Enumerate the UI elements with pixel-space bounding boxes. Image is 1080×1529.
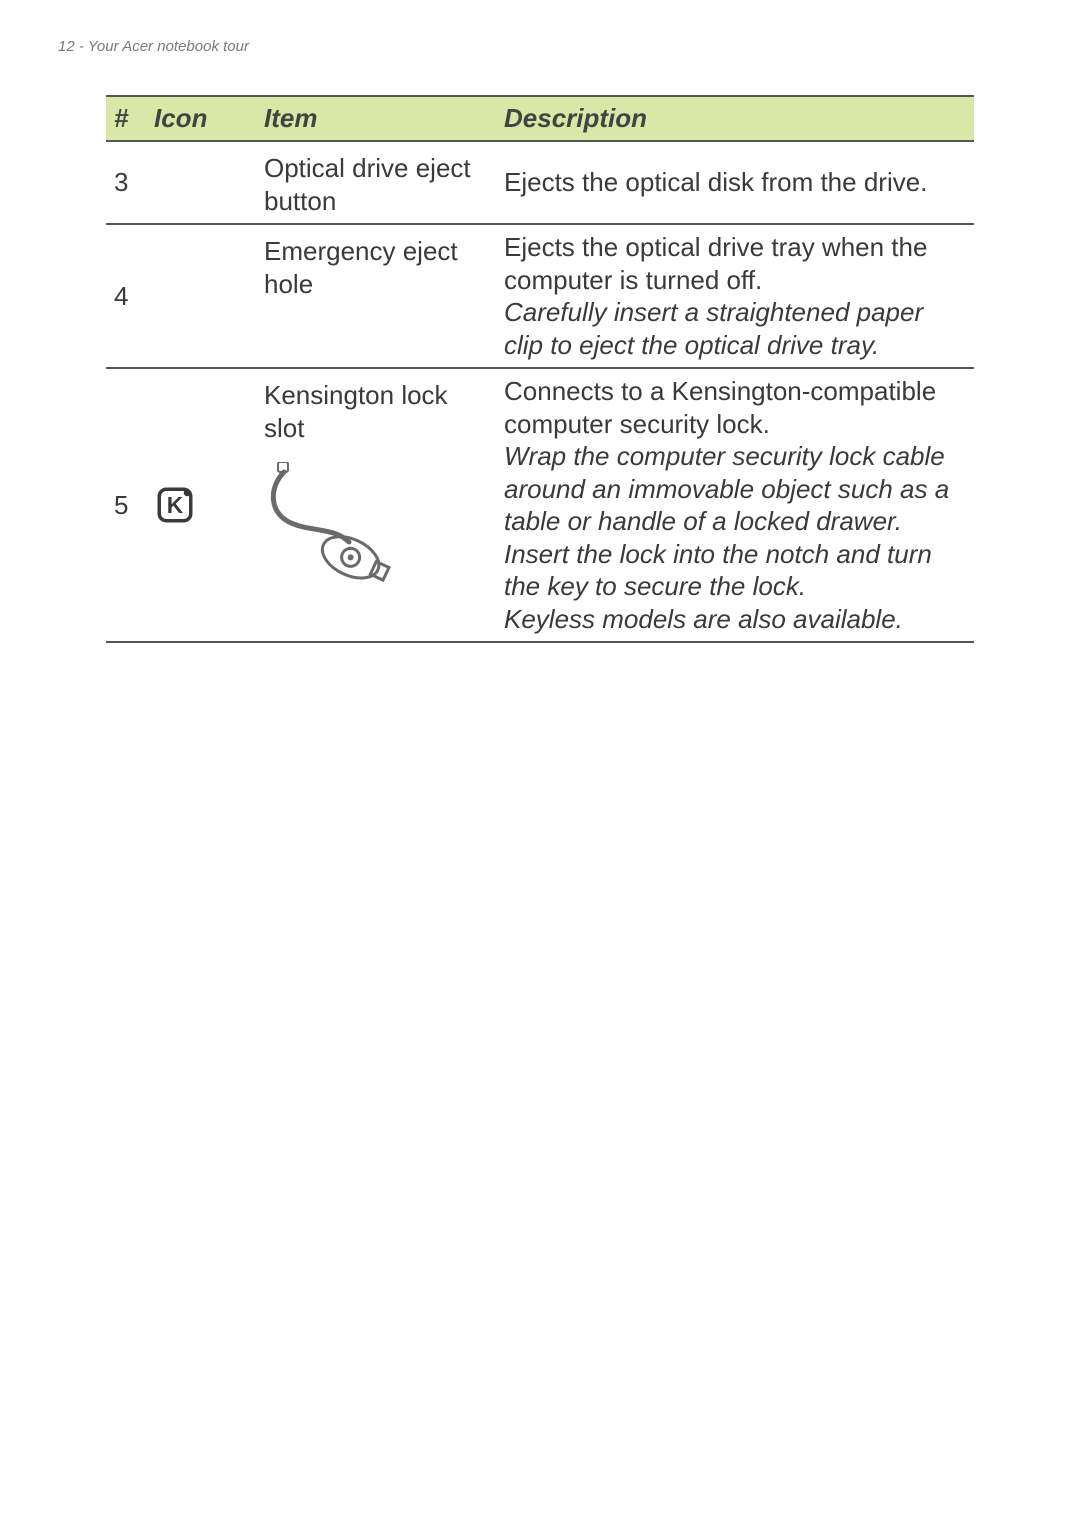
row-item: Emergency eject hole — [256, 224, 496, 368]
kensington-lock-icon: K — [154, 484, 196, 526]
desc-italic-text: Carefully insert a straightened paper cl… — [504, 297, 923, 360]
desc-italic-text: Wrap the computer security lock cable ar… — [504, 441, 949, 634]
col-header-icon: Icon — [146, 96, 256, 141]
kensington-cable-icon — [264, 462, 424, 592]
row-item: Optical drive eject button — [256, 141, 496, 224]
document-page: 12 - Your Acer notebook tour # Icon Item… — [0, 0, 1080, 1529]
table-row: 4 Emergency eject hole Ejects the optica… — [106, 224, 974, 368]
row-icon-cell — [146, 141, 256, 224]
table-row: 5 K Kensington lock slot — [106, 368, 974, 642]
col-header-item: Item — [256, 96, 496, 141]
desc-text: Ejects the optical drive tray when the c… — [504, 232, 927, 295]
col-header-num: # — [106, 96, 146, 141]
row-icon-cell — [146, 224, 256, 368]
row-num: 3 — [106, 141, 146, 224]
row-item-cell: Kensington lock slot — [256, 368, 496, 642]
row-num: 5 — [106, 368, 146, 642]
desc-text: Connects to a Kensington-compatible comp… — [504, 376, 936, 439]
row-num: 4 — [106, 224, 146, 368]
desc-text: Ejects the optical disk from the drive. — [504, 167, 927, 197]
table-header-row: # Icon Item Description — [106, 96, 974, 141]
row-item: Kensington lock slot — [264, 379, 488, 444]
row-description: Ejects the optical disk from the drive. — [496, 141, 974, 224]
page-header: 12 - Your Acer notebook tour — [58, 38, 1024, 55]
col-header-desc: Description — [496, 96, 974, 141]
row-description: Connects to a Kensington-compatible comp… — [496, 368, 974, 642]
table-row: 3 Optical drive eject button Ejects the … — [106, 141, 974, 224]
svg-text:K: K — [167, 492, 184, 518]
row-description: Ejects the optical drive tray when the c… — [496, 224, 974, 368]
row-icon-cell: K — [146, 368, 256, 642]
reference-table: # Icon Item Description 3 Optical drive … — [106, 95, 974, 643]
